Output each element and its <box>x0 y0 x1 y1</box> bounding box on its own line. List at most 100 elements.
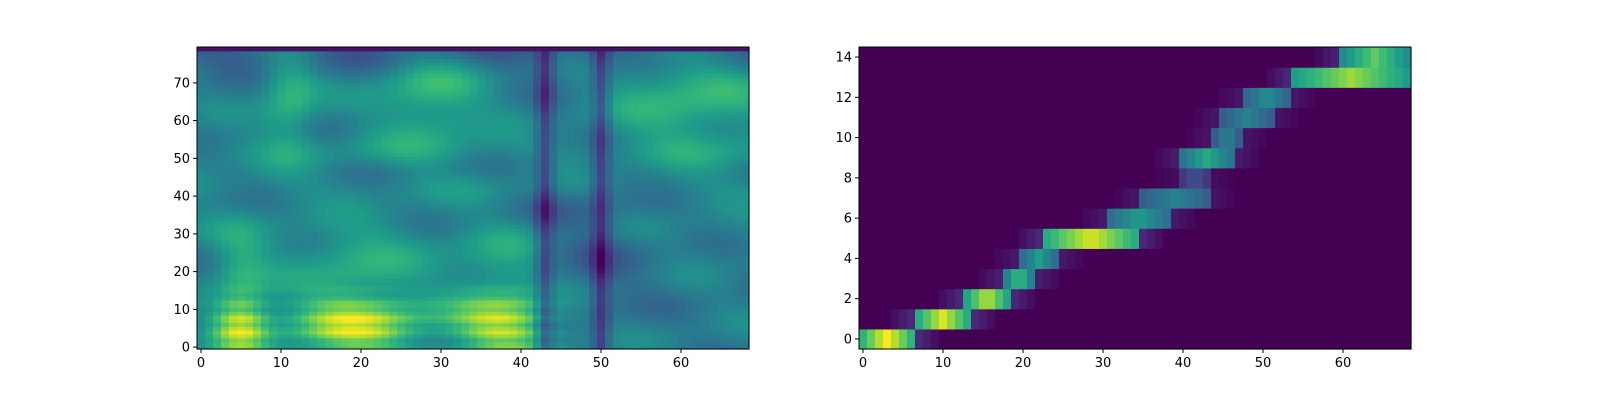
spectrogram-cell <box>469 239 478 244</box>
spectrogram-cell <box>437 216 446 222</box>
spectrogram-cell <box>653 284 662 290</box>
spectrogram-cell <box>309 118 318 124</box>
spectrogram-cell <box>733 167 742 173</box>
spectrogram-cell <box>701 179 710 184</box>
spectrogram-cell <box>685 201 694 207</box>
spectrogram-cell <box>261 160 270 165</box>
spectrogram-cell <box>341 296 350 301</box>
spectrogram-cell <box>493 265 502 271</box>
spectrogram-cell <box>301 318 310 324</box>
spectrogram-cell <box>709 315 718 320</box>
spectrogram-cell <box>469 307 478 312</box>
spectrogram-cell <box>621 299 630 305</box>
spectrogram-cell <box>597 330 606 335</box>
spectrogram-cell <box>717 213 726 218</box>
spectrogram-cell <box>509 190 518 195</box>
spectrogram-cell <box>381 235 390 241</box>
spectrogram-cell <box>557 201 566 207</box>
spectrogram-cell <box>677 262 686 267</box>
spectrogram-cell <box>653 231 662 237</box>
spectrogram-cell <box>597 205 606 210</box>
spectrogram-cell <box>677 220 686 226</box>
spectrogram-cell <box>325 288 334 293</box>
spectrogram-cell <box>325 198 334 203</box>
spectrogram-cell <box>197 179 206 184</box>
spectrogram-cell <box>581 296 590 301</box>
spectrogram-cell <box>637 209 646 214</box>
spectrogram-cell <box>725 141 734 146</box>
spectrogram-cell <box>621 250 630 256</box>
spectrogram-cell <box>485 190 494 195</box>
spectrogram-cell <box>717 243 726 248</box>
spectrogram-cell <box>469 205 478 210</box>
spectrogram-cell <box>365 326 374 331</box>
spectrogram-cell <box>293 315 302 320</box>
spectrogram-cell <box>445 209 454 214</box>
spectrogram-cell <box>733 318 742 324</box>
spectrogram-cell <box>357 318 366 324</box>
spectrogram-cell <box>309 209 318 214</box>
spectrogram-cell <box>717 77 726 82</box>
spectrogram-cell <box>229 337 238 343</box>
spectrogram-cell <box>205 299 214 305</box>
spectrogram-cell <box>725 296 734 301</box>
spectrogram-cell <box>229 167 238 173</box>
spectrogram-cell <box>453 224 462 229</box>
spectrogram-cell <box>437 284 446 290</box>
spectrogram-cell <box>301 198 310 203</box>
spectrogram-cell <box>365 299 374 305</box>
spectrogram-cell <box>397 322 406 327</box>
spectrogram-cell <box>221 160 230 165</box>
spectrogram-cell <box>317 84 326 90</box>
spectrogram-cell <box>261 84 270 90</box>
spectrogram-cell <box>237 73 246 78</box>
spectrogram-cell <box>493 88 502 93</box>
spectrogram-cell <box>637 107 646 112</box>
spectrogram-cell <box>501 318 510 324</box>
spectrogram-cell <box>533 213 542 218</box>
spectrogram-cell <box>261 194 270 199</box>
spectrogram-cell <box>293 99 302 105</box>
spectrogram-cell <box>429 299 438 305</box>
spectrogram-cell <box>237 216 246 222</box>
spectrogram-cell <box>557 164 566 169</box>
spectrogram-cell <box>421 103 430 109</box>
spectrogram-cell <box>485 133 494 139</box>
spectrogram-cell <box>397 175 406 180</box>
spectrogram-cell <box>677 160 686 165</box>
spectrogram-cell <box>285 220 294 226</box>
spectrogram-cell <box>701 265 710 271</box>
spectrogram-cell <box>581 160 590 165</box>
spectrogram-cell <box>317 152 326 158</box>
spectrogram-cell <box>525 243 534 248</box>
spectrogram-cell <box>405 292 414 297</box>
spectrogram-cell <box>285 281 294 286</box>
spectrogram-cell <box>493 341 502 346</box>
spectrogram-cell <box>493 307 502 312</box>
spectrogram-cell <box>237 182 246 188</box>
spectrogram-cell <box>293 156 302 161</box>
spectrogram-cell <box>341 175 350 180</box>
spectrogram-cell <box>485 145 494 150</box>
spectrogram-cell <box>597 315 606 320</box>
spectrogram-cell <box>589 322 598 327</box>
spectrogram-cell <box>533 307 542 312</box>
spectrogram-cell <box>501 145 510 150</box>
spectrogram-cell <box>365 167 374 173</box>
spectrogram-cell <box>317 292 326 297</box>
spectrogram-cell <box>557 265 566 271</box>
spectrogram-cell <box>533 247 542 252</box>
spectrogram-cell <box>253 247 262 252</box>
spectrogram-cell <box>597 137 606 142</box>
spectrogram-cell <box>525 273 534 278</box>
spectrogram-cell <box>733 107 742 112</box>
spectrogram-cell <box>413 303 422 309</box>
spectrogram-cell <box>333 288 342 293</box>
spectrogram-cell <box>525 265 534 271</box>
spectrogram-cell <box>365 258 374 263</box>
spectrogram-cell <box>421 224 430 229</box>
spectrogram-cell <box>741 315 750 320</box>
spectrogram-cell <box>453 77 462 82</box>
spectrogram-cell <box>597 80 606 86</box>
spectrogram-cell <box>277 247 286 252</box>
